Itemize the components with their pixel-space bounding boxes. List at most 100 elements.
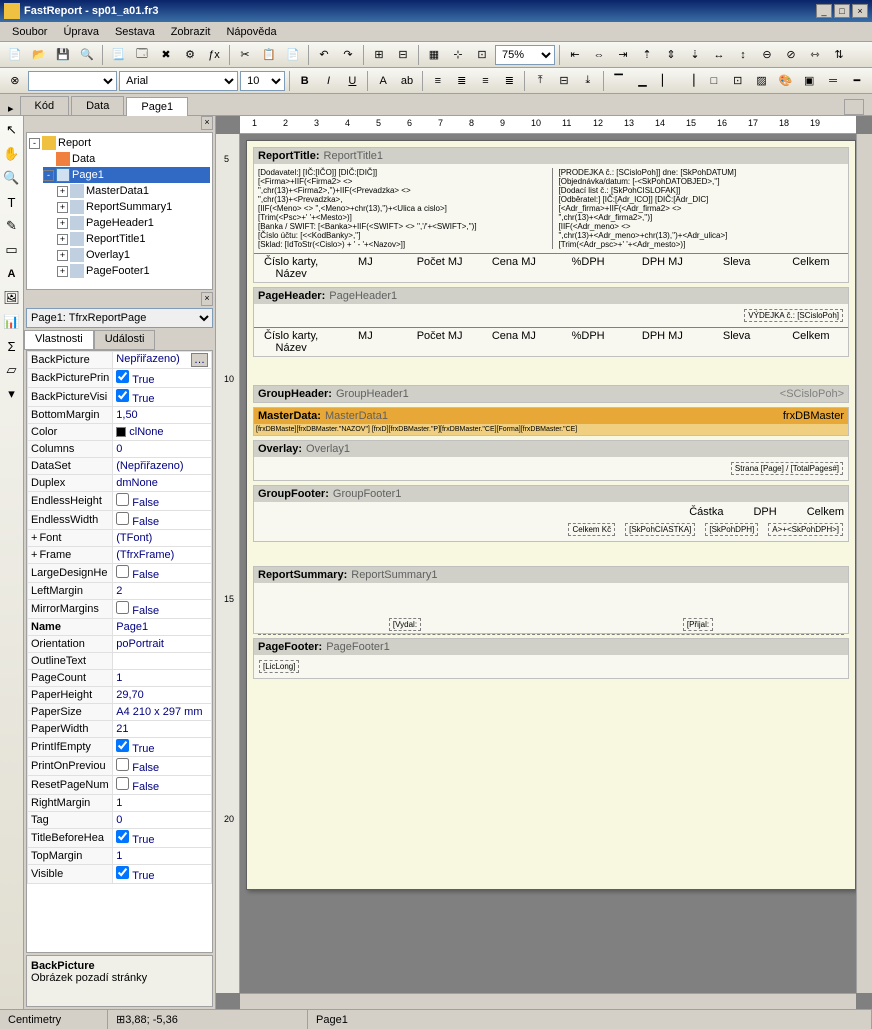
cut-icon[interactable]: ✂ [234, 44, 256, 66]
prop-value[interactable]: False [113, 492, 212, 511]
prop-checkbox[interactable] [116, 565, 129, 578]
menu-uprava[interactable]: Úprava [55, 24, 106, 40]
field-text[interactable]: [Odběratel:] [IČ:[Adr_ICO]] [DIČ:[Adr_DI… [559, 195, 845, 204]
deletepage-icon[interactable]: ✖ [155, 44, 177, 66]
property-row[interactable]: TopMargin1 [28, 848, 212, 865]
alignleft-icon[interactable]: ⇤ [564, 44, 586, 66]
sum-icon[interactable]: Σ [2, 336, 22, 356]
property-row[interactable]: BackPictureNepřiřazeno)… [28, 352, 212, 369]
band-reportsummary[interactable]: ReportSummary:ReportSummary1 [Vydal: [Př… [253, 566, 849, 634]
tree-expand-icon[interactable]: - [29, 138, 40, 149]
band-icon[interactable]: ▭ [2, 240, 22, 260]
scrollbar-vertical[interactable] [856, 134, 872, 993]
prop-value[interactable]: poPortrait [113, 636, 212, 653]
prop-value[interactable] [113, 653, 212, 670]
summary-vydal[interactable]: [Vydal: [389, 618, 421, 631]
textright-icon[interactable]: ≡ [475, 70, 497, 92]
fontcolor-icon[interactable]: A [372, 70, 394, 92]
property-row[interactable]: ColorclNone [28, 424, 212, 441]
frame-left-icon[interactable]: ▏ [655, 70, 677, 92]
style-select[interactable] [28, 71, 117, 91]
prop-value[interactable]: clNone [113, 424, 212, 441]
prop-checkbox[interactable] [116, 493, 129, 506]
tree-expand-icon[interactable]: + [57, 218, 68, 229]
prop-value[interactable]: (TFont) [113, 530, 212, 547]
tree-expand-icon[interactable]: + [57, 266, 68, 277]
open-icon[interactable]: 📂 [28, 44, 50, 66]
field-text[interactable]: ",chr(13)+<Prevadzka>, [258, 195, 544, 204]
minimize-button[interactable]: _ [816, 4, 832, 18]
prop-value[interactable]: dmNone [113, 475, 212, 492]
tab-kod[interactable]: Kód [20, 96, 70, 115]
prop-value[interactable]: False [113, 564, 212, 583]
property-row[interactable]: PrintIfEmptyTrue [28, 738, 212, 757]
field-text[interactable]: [Dodavatel:] [IČ:[IČO]] [DIČ:[DIČ]] [258, 168, 544, 177]
prop-ellipsis-button[interactable]: … [191, 353, 208, 367]
frame-bottom-icon[interactable]: ▁ [632, 70, 654, 92]
sameheight-icon[interactable]: ⇅ [828, 44, 850, 66]
property-row[interactable]: PaperSizeA4 210 x 297 mm [28, 704, 212, 721]
field-text[interactable]: [<Adr_firma>+IIF(<Adr_firma2> <> [559, 204, 845, 213]
prop-value[interactable]: True [113, 388, 212, 407]
field-text[interactable]: [Objednávka/datum: [-<SkPohDATOBJED>,''] [559, 177, 845, 186]
prop-value[interactable]: 21 [113, 721, 212, 738]
object-selector[interactable]: Page1: TfrxReportPage [26, 308, 213, 328]
prop-value[interactable]: 1,50 [113, 407, 212, 424]
textmiddle-icon[interactable]: ⊟ [553, 70, 575, 92]
panel2-close-icon[interactable]: × [201, 292, 213, 306]
aligngrid-icon[interactable]: ⊹ [447, 44, 469, 66]
hand-icon[interactable]: ✋ [2, 144, 22, 164]
prop-checkbox[interactable] [116, 830, 129, 843]
field-text[interactable]: [<Firma>+IIF(<Firma2> <> [258, 177, 544, 186]
prop-value[interactable]: 29,70 [113, 687, 212, 704]
fitgrid-icon[interactable]: ⊡ [471, 44, 493, 66]
ungroup-icon[interactable]: ⊟ [392, 44, 414, 66]
property-row[interactable]: TitleBeforeHeaTrue [28, 829, 212, 848]
centerh-icon[interactable]: ⊖ [756, 44, 778, 66]
frame-shadow-icon[interactable]: ▨ [751, 70, 773, 92]
property-row[interactable]: PaperWidth21 [28, 721, 212, 738]
prop-value[interactable]: False [113, 600, 212, 619]
menu-soubor[interactable]: Soubor [4, 24, 55, 40]
prop-value[interactable]: 1 [113, 670, 212, 687]
prop-value[interactable]: True [113, 865, 212, 884]
text-icon[interactable]: T [2, 192, 22, 212]
spacev-icon[interactable]: ↕ [732, 44, 754, 66]
pagefooter-text[interactable]: [LicLong] [259, 660, 299, 673]
underline-icon[interactable]: U [341, 70, 363, 92]
property-row[interactable]: RightMargin1 [28, 795, 212, 812]
centerv-icon[interactable]: ⊘ [780, 44, 802, 66]
alignright-icon[interactable]: ⇥ [612, 44, 634, 66]
prop-value[interactable]: 1 [113, 795, 212, 812]
property-row[interactable]: LargeDesignHeFalse [28, 564, 212, 583]
tab-properties[interactable]: Vlastnosti [24, 330, 94, 350]
prop-checkbox[interactable] [116, 389, 129, 402]
property-row[interactable]: DuplexdmNone [28, 475, 212, 492]
tree-item[interactable]: +ReportSummary1 [57, 199, 210, 215]
summary-prijal[interactable]: [Přijal: [683, 618, 713, 631]
prop-value[interactable]: False [113, 757, 212, 776]
prop-checkbox[interactable] [116, 739, 129, 752]
prop-value[interactable]: 1 [113, 848, 212, 865]
band-reporttitle[interactable]: ReportTitle:ReportTitle1 [Dodavatel:] [I… [253, 147, 849, 283]
menu-sestava[interactable]: Sestava [107, 24, 163, 40]
newdialog-icon[interactable]: 🗔 [131, 44, 153, 66]
italic-icon[interactable]: I [318, 70, 340, 92]
prop-checkbox[interactable] [116, 512, 129, 525]
fontsize-select[interactable]: 10 [240, 71, 285, 91]
prop-value[interactable]: 2 [113, 583, 212, 600]
menu-napoveda[interactable]: Nápověda [218, 24, 284, 40]
prop-value[interactable]: (Nepřiřazeno) [113, 458, 212, 475]
newpage-icon[interactable]: 📃 [107, 44, 129, 66]
field-text[interactable]: [IIF(<Adr_meno> <> [559, 222, 845, 231]
property-row[interactable]: EndlessHeightFalse [28, 492, 212, 511]
framewidth-icon[interactable]: ━ [846, 70, 868, 92]
prop-value[interactable]: True [113, 829, 212, 848]
highlight-icon[interactable]: ab [396, 70, 418, 92]
tree-item[interactable]: Data [43, 151, 210, 167]
overlay-text[interactable]: Strana [Page] / [TotalPages#] [731, 462, 843, 475]
field-text[interactable]: [Číslo účtu: [<<KodBanky>,''] [258, 231, 544, 240]
draw-icon[interactable]: ▱ [2, 360, 22, 380]
property-row[interactable]: PrintOnPreviouFalse [28, 757, 212, 776]
zoom-icon[interactable]: 🔍 [2, 168, 22, 188]
